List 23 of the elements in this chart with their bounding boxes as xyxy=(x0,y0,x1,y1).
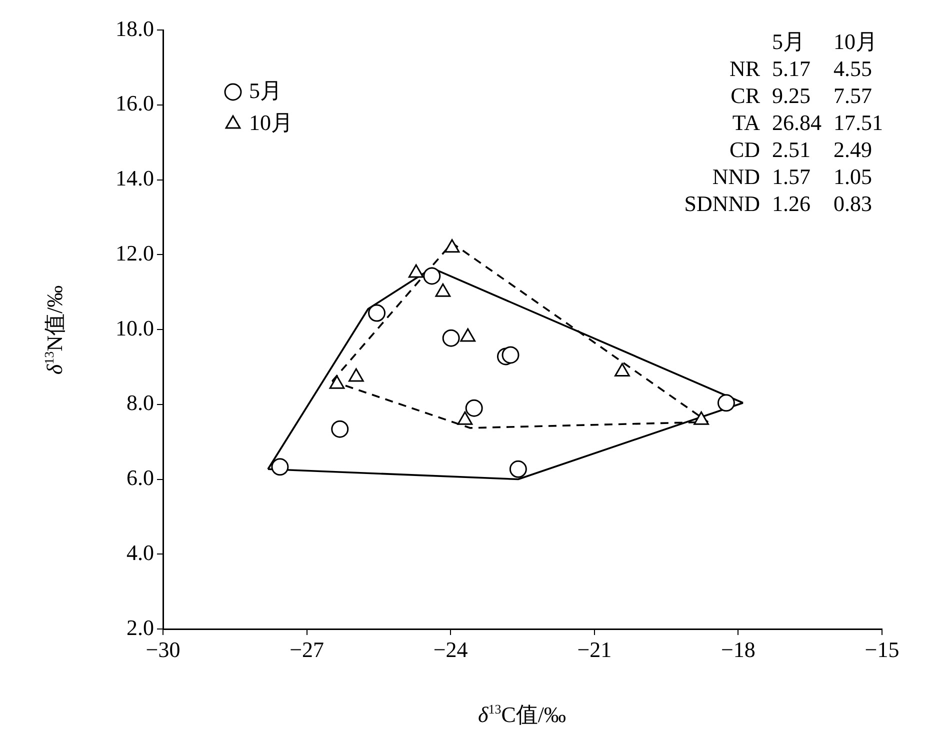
annotation: SDNND 1.26 0.83 xyxy=(684,190,873,217)
legend-label: 5月 xyxy=(249,78,282,103)
annotation: NND 1.57 1.05 xyxy=(711,163,873,190)
x-tick-label: −18 xyxy=(720,636,756,662)
y-tick-label: 8.0 xyxy=(126,390,154,416)
y-tick-label: 16.0 xyxy=(116,90,154,116)
x-axis-title: δ$^{13}$C值/‰ xyxy=(478,700,566,729)
y-tick-label: 14.0 xyxy=(116,166,154,191)
x-tick-label: −15 xyxy=(864,636,900,662)
y-tick-label: 4.0 xyxy=(126,540,154,565)
annotation: NR 5.17 4.55 xyxy=(728,55,873,82)
y-tick-label: 12.0 xyxy=(116,240,154,266)
legend-label: 10月 xyxy=(249,110,293,135)
annotation: TA 26.84 17.51 xyxy=(731,109,883,136)
x-tick-label: −24 xyxy=(433,636,468,662)
annotation: CD 2.51 2.49 xyxy=(728,136,873,163)
y-tick-label: 18.0 xyxy=(116,16,154,41)
x-tick-label: −27 xyxy=(290,636,324,662)
y-tick-label: 10.0 xyxy=(116,315,154,340)
annotation: CR 9.25 7.57 xyxy=(730,82,873,109)
x-tick-label: −21 xyxy=(577,636,612,662)
text: 5月 10月 xyxy=(772,29,878,54)
y-tick-label: 6.0 xyxy=(126,465,154,490)
